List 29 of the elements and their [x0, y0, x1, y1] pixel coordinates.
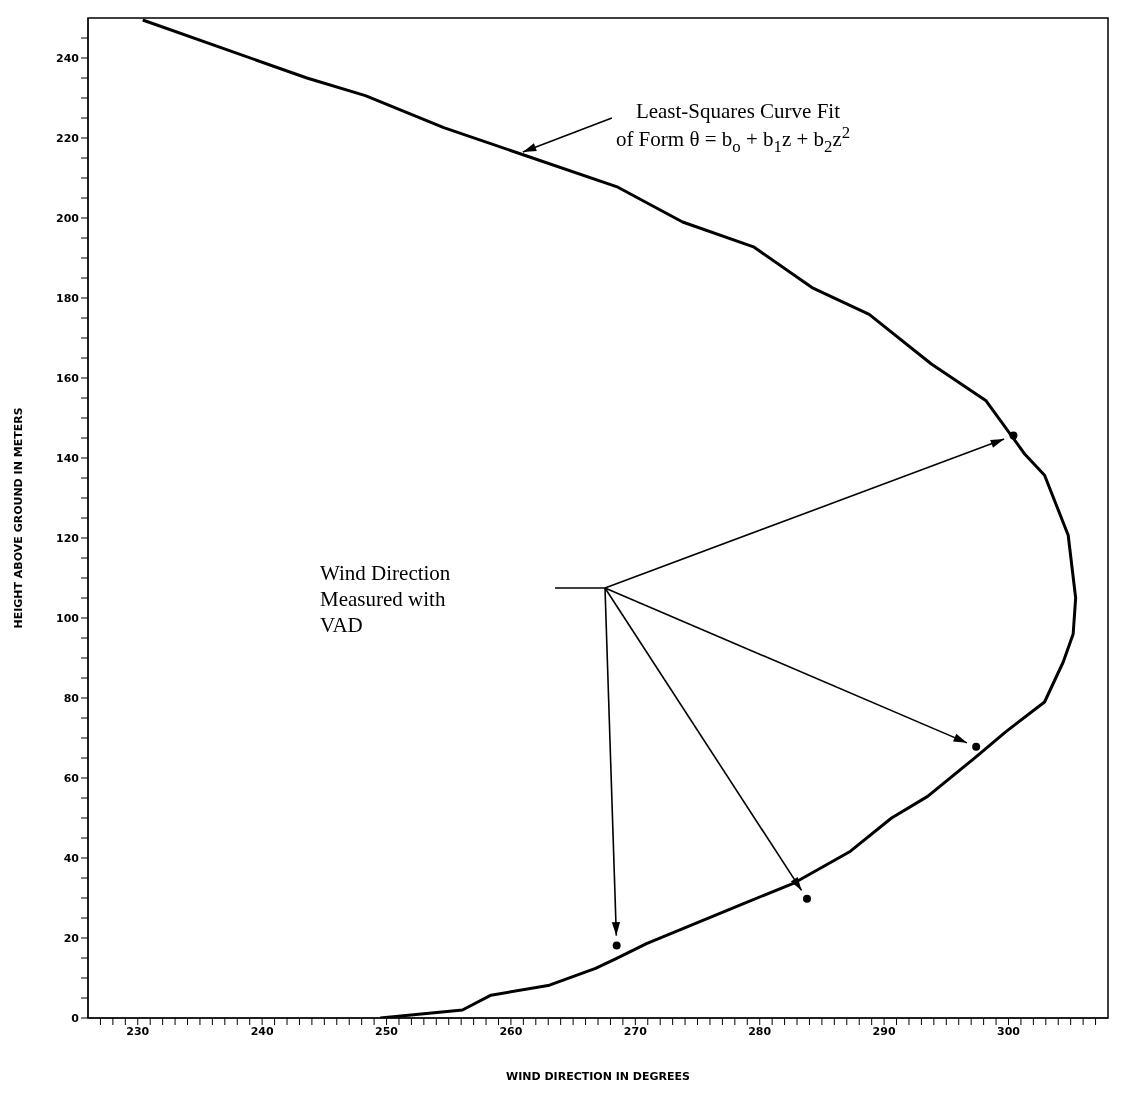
y-tick-label: 160 — [56, 371, 80, 385]
y-tick-label: 60 — [63, 771, 80, 785]
x-tick-label: 260 — [499, 1024, 523, 1038]
y-tick-label: 180 — [56, 291, 80, 305]
y-tick-label: 80 — [63, 691, 80, 705]
point — [1009, 431, 1018, 440]
x-tick-label: 240 — [250, 1024, 274, 1038]
y-tick-label: 220 — [56, 131, 80, 145]
y-tick-label: 140 — [56, 451, 80, 465]
x-tick-label: 230 — [126, 1024, 150, 1038]
point — [802, 894, 811, 903]
x-tick-label: 290 — [872, 1024, 896, 1038]
x-tick-label: 300 — [997, 1024, 1021, 1038]
y-tick-label: 200 — [56, 211, 80, 225]
text: Least-Squares Curve Fit of Form θ = b$_{o}$ + b$_{1}$z + b$_{2}$z$^{2}$ — [615, 99, 851, 156]
y-tick-label: 20 — [63, 931, 80, 945]
point — [972, 742, 981, 751]
annotation: Wind Direction Measured with VAD — [320, 560, 451, 638]
y-tick-label: 100 — [56, 611, 80, 625]
x-tick-label: 270 — [623, 1024, 648, 1038]
y-tick-label: 40 — [63, 851, 80, 865]
y-axis-title: HEIGHT ABOVE GROUND IN METERS — [11, 407, 25, 629]
point — [612, 941, 621, 950]
y-tick-label: 120 — [56, 531, 80, 545]
x-tick-label: 280 — [748, 1024, 772, 1038]
y-tick-label: 0 — [71, 1011, 80, 1025]
x-axis-title: WIND DIRECTION IN DEGREES — [506, 1070, 691, 1083]
x-tick-label: 250 — [375, 1024, 399, 1038]
y-tick-label: 240 — [56, 51, 80, 65]
